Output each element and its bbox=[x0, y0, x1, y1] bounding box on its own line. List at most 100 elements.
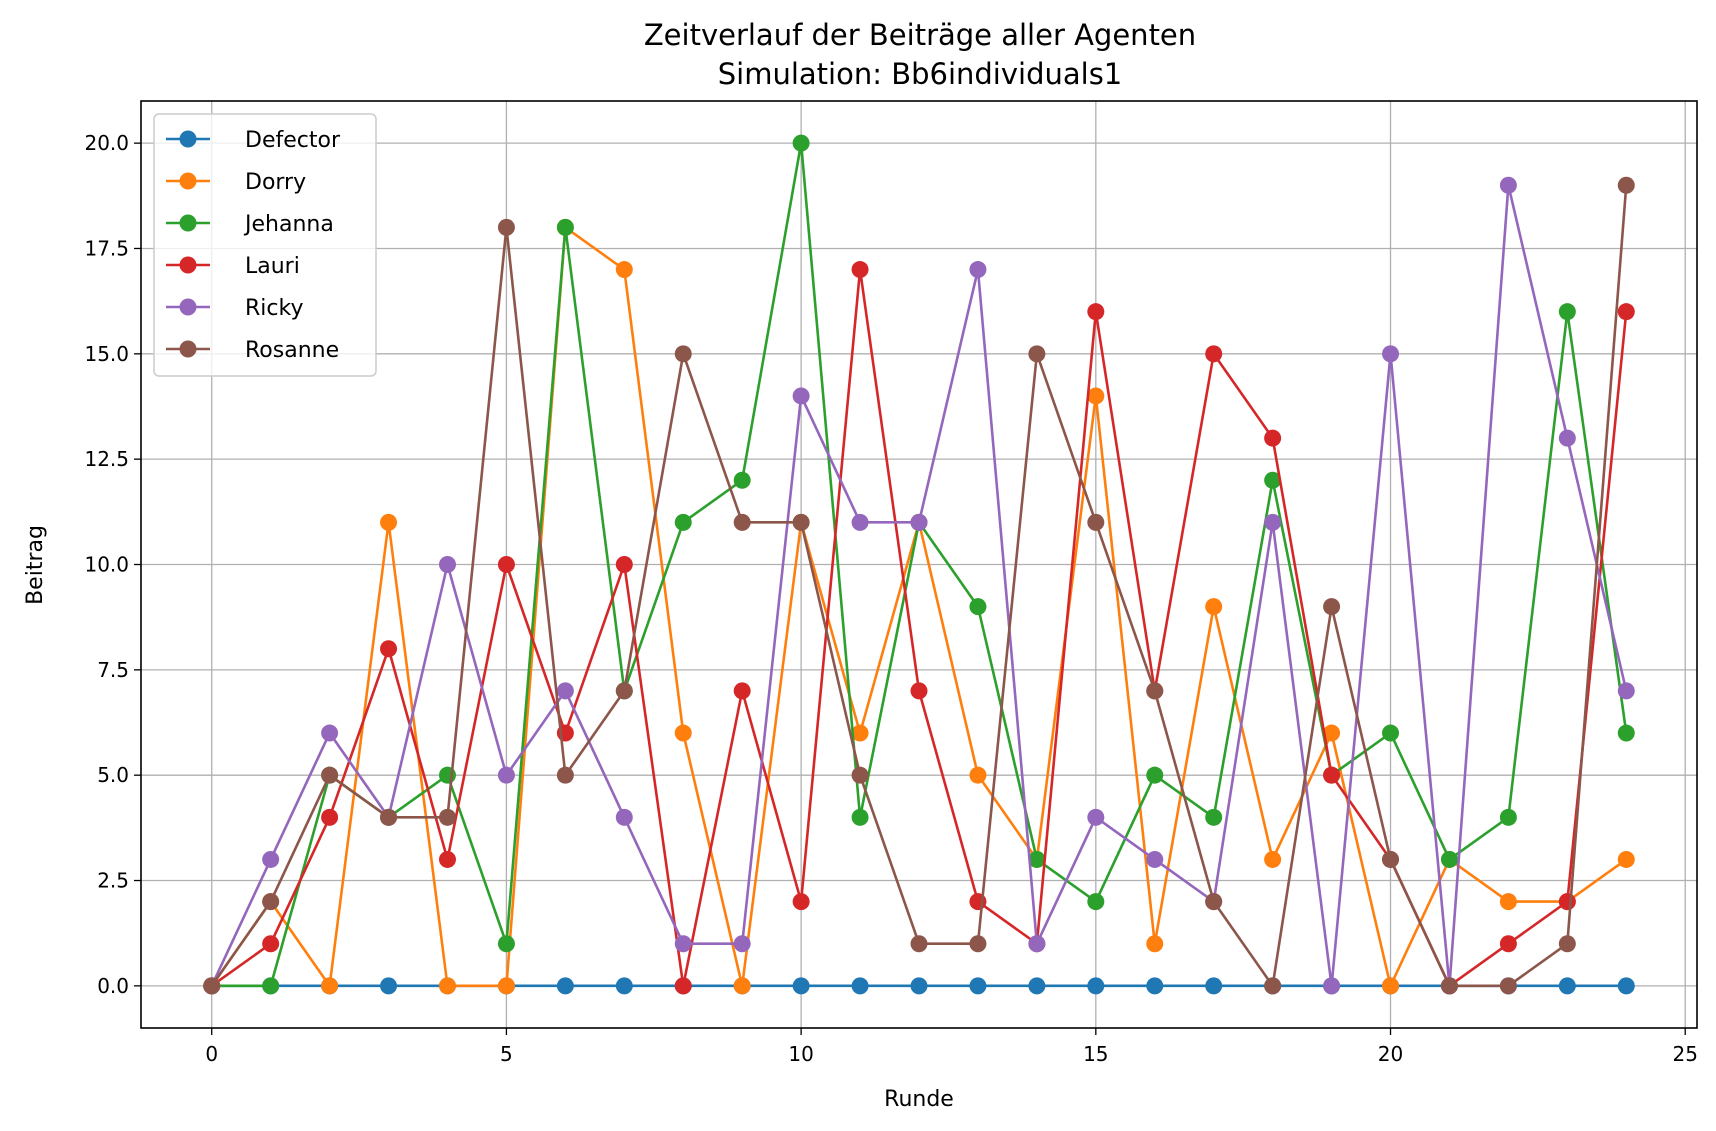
data-point-dorry bbox=[733, 977, 751, 995]
data-point-lauri bbox=[262, 935, 280, 953]
axis-ticks: 0 5 10 15 20 25 0.0 2.5 5.0 7.5 10.0 12.5 15.0 17.5 20… bbox=[84, 131, 1697, 1066]
y-tick-label: 10.0 bbox=[84, 553, 129, 577]
data-point-dorry bbox=[1087, 387, 1105, 405]
data-point-rosanne bbox=[1558, 935, 1576, 953]
data-point-dorry bbox=[1146, 935, 1164, 953]
legend-entry-jehanna: Jehanna bbox=[166, 212, 334, 237]
data-point-ricky bbox=[1087, 808, 1105, 826]
data-point-rosanne bbox=[1205, 893, 1223, 911]
legend-box bbox=[153, 113, 377, 377]
legend-swatch-marker bbox=[179, 340, 197, 358]
legend-entry-lauri: Lauri bbox=[166, 254, 300, 279]
y-tick-label: 2.5 bbox=[97, 869, 129, 893]
data-point-rosanne bbox=[1028, 345, 1046, 363]
y-axis-label: Beitrag bbox=[23, 525, 48, 605]
legend-entry-defector: Defector bbox=[166, 128, 341, 153]
data-point-rosanne bbox=[674, 345, 692, 363]
legend-swatch-marker bbox=[179, 256, 197, 274]
data-point-rosanne bbox=[438, 808, 456, 826]
data-point-rosanne bbox=[1382, 850, 1400, 868]
data-point-rosanne bbox=[1499, 977, 1517, 995]
data-point-jehanna bbox=[1146, 766, 1164, 784]
legend-swatch-marker bbox=[179, 130, 197, 148]
data-point-rosanne bbox=[910, 935, 928, 953]
data-point-lauri bbox=[321, 808, 339, 826]
data-point-lauri bbox=[1499, 935, 1517, 953]
data-point-rosanne bbox=[556, 766, 574, 784]
data-point-jehanna bbox=[262, 977, 280, 995]
data-point-rosanne bbox=[1617, 176, 1635, 194]
data-point-dorry bbox=[1323, 724, 1341, 742]
data-point-dorry bbox=[1205, 598, 1223, 616]
data-point-rosanne bbox=[969, 935, 987, 953]
data-point-defector bbox=[1028, 977, 1046, 995]
y-tick-label: 17.5 bbox=[84, 236, 129, 260]
series-rosanne bbox=[203, 176, 1635, 995]
data-point-jehanna bbox=[969, 598, 987, 616]
data-point-ricky bbox=[1146, 850, 1164, 868]
data-point-ricky bbox=[321, 724, 339, 742]
data-point-ricky bbox=[1617, 682, 1635, 700]
data-point-jehanna bbox=[497, 935, 515, 953]
data-point-rosanne bbox=[1264, 977, 1282, 995]
data-point-ricky bbox=[674, 935, 692, 953]
x-tick-label: 20 bbox=[1378, 1042, 1403, 1066]
data-point-dorry bbox=[1617, 850, 1635, 868]
data-point-dorry bbox=[1499, 893, 1517, 911]
data-point-jehanna bbox=[1205, 808, 1223, 826]
data-point-defector bbox=[969, 977, 987, 995]
data-point-rosanne bbox=[203, 977, 221, 995]
data-point-rosanne bbox=[1440, 977, 1458, 995]
data-point-defector bbox=[615, 977, 633, 995]
data-point-ricky bbox=[1558, 429, 1576, 447]
data-point-ricky bbox=[1499, 176, 1517, 194]
x-tick-label: 15 bbox=[1083, 1042, 1108, 1066]
data-point-defector bbox=[1558, 977, 1576, 995]
x-tick-label: 5 bbox=[500, 1042, 513, 1066]
y-tick-label: 12.5 bbox=[84, 447, 129, 471]
data-point-lauri bbox=[792, 893, 810, 911]
data-point-dorry bbox=[851, 724, 869, 742]
data-point-rosanne bbox=[1146, 682, 1164, 700]
data-point-dorry bbox=[438, 977, 456, 995]
data-point-dorry bbox=[1264, 850, 1282, 868]
data-point-dorry bbox=[497, 977, 515, 995]
data-point-jehanna bbox=[1440, 850, 1458, 868]
data-point-jehanna bbox=[1087, 893, 1105, 911]
legend-label: Rosanne bbox=[245, 338, 339, 363]
legend-entries: Defector Dorry Jehanna Lauri Ricky Rosanne bbox=[166, 128, 341, 363]
data-point-jehanna bbox=[792, 134, 810, 152]
legend-label: Defector bbox=[245, 128, 341, 153]
data-point-defector bbox=[380, 977, 398, 995]
x-tick-label: 0 bbox=[205, 1042, 218, 1066]
data-point-defector bbox=[1205, 977, 1223, 995]
data-point-lauri bbox=[1617, 303, 1635, 321]
data-point-rosanne bbox=[792, 513, 810, 531]
legend-entry-dorry: Dorry bbox=[166, 170, 306, 195]
data-point-dorry bbox=[321, 977, 339, 995]
data-point-lauri bbox=[1264, 429, 1282, 447]
data-point-jehanna bbox=[556, 218, 574, 236]
data-point-lauri bbox=[380, 640, 398, 658]
data-point-lauri bbox=[1323, 766, 1341, 784]
data-point-lauri bbox=[733, 682, 751, 700]
data-point-dorry bbox=[969, 766, 987, 784]
data-point-lauri bbox=[1205, 345, 1223, 363]
data-point-jehanna bbox=[1264, 471, 1282, 489]
y-tick-label: 0.0 bbox=[97, 974, 129, 998]
data-point-rosanne bbox=[1323, 598, 1341, 616]
data-point-ricky bbox=[851, 513, 869, 531]
x-tick-label: 25 bbox=[1672, 1042, 1697, 1066]
data-point-defector bbox=[1617, 977, 1635, 995]
data-point-ricky bbox=[910, 513, 928, 531]
data-point-rosanne bbox=[1087, 513, 1105, 531]
legend: Defector Dorry Jehanna Lauri Ricky Rosanne bbox=[153, 113, 377, 377]
data-point-ricky bbox=[1382, 345, 1400, 363]
data-point-ricky bbox=[1323, 977, 1341, 995]
data-point-ricky bbox=[969, 261, 987, 279]
data-point-defector bbox=[792, 977, 810, 995]
data-point-ricky bbox=[1028, 935, 1046, 953]
data-point-rosanne bbox=[321, 766, 339, 784]
data-point-ricky bbox=[615, 808, 633, 826]
